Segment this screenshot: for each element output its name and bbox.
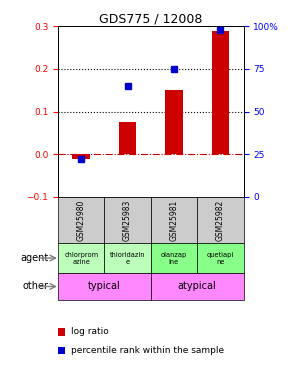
Text: GSM25983: GSM25983 [123, 200, 132, 241]
Text: thioridazin
e: thioridazin e [110, 252, 145, 264]
Bar [58, 273, 151, 300]
Bar [151, 273, 244, 300]
Bar [58, 243, 104, 273]
Bar [197, 243, 244, 273]
Bar [58, 328, 65, 336]
Bar [104, 243, 151, 273]
Text: olanzap
ine: olanzap ine [161, 252, 187, 264]
Bar [58, 347, 65, 354]
Text: atypical: atypical [178, 282, 217, 291]
Text: other: other [23, 282, 49, 291]
Bar [104, 197, 151, 243]
Bar [165, 90, 183, 154]
Text: GSM25981: GSM25981 [169, 200, 179, 241]
Bar [58, 197, 104, 243]
Text: log ratio: log ratio [71, 327, 109, 336]
Text: chlorprom
azine: chlorprom azine [64, 252, 98, 264]
Text: GSM25980: GSM25980 [77, 200, 86, 241]
Text: agent: agent [21, 253, 49, 263]
Bar [197, 197, 244, 243]
Text: GSM25982: GSM25982 [216, 200, 225, 241]
Text: percentile rank within the sample: percentile rank within the sample [71, 346, 224, 355]
Text: quetiapi
ne: quetiapi ne [207, 252, 234, 264]
Title: GDS775 / 12008: GDS775 / 12008 [99, 12, 202, 25]
Bar [151, 243, 197, 273]
Bar [119, 122, 136, 154]
Bar [72, 154, 90, 159]
Text: typical: typical [88, 282, 121, 291]
Bar [212, 30, 229, 154]
Bar [151, 197, 197, 243]
